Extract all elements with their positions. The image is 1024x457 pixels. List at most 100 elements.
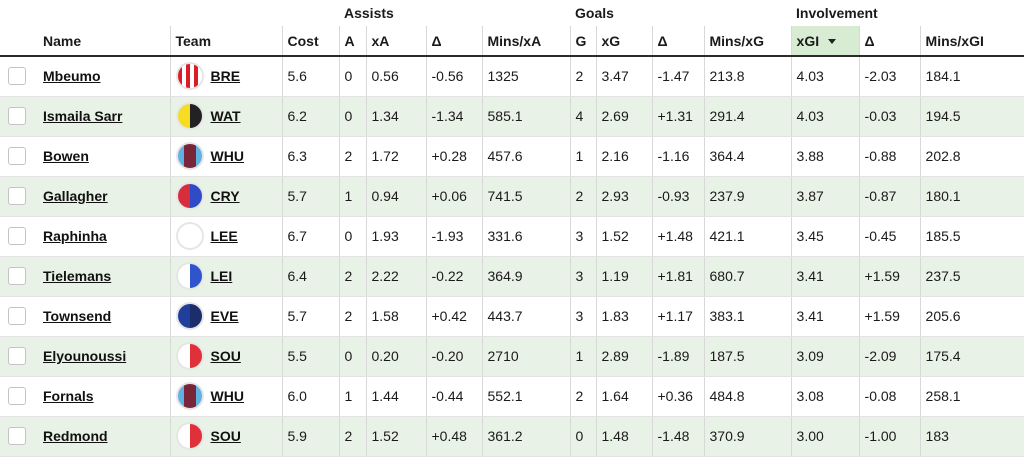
assists-cell: 0 bbox=[338, 96, 366, 137]
mins-per-xgi-cell: 205.6 bbox=[919, 296, 1024, 337]
row-select-checkbox[interactable] bbox=[8, 307, 26, 326]
column-header-xa[interactable]: xA bbox=[365, 26, 426, 57]
xg-cell: 2.69 bbox=[595, 96, 652, 137]
xa-cell: 1.58 bbox=[365, 296, 426, 337]
column-header-mins-per-xgi[interactable]: Mins/xGI bbox=[919, 26, 1024, 57]
team-link[interactable]: SOU bbox=[210, 348, 241, 364]
player-name-link[interactable]: Fornals bbox=[43, 388, 94, 404]
player-name-link[interactable]: Tielemans bbox=[43, 268, 112, 284]
xa-cell: 1.72 bbox=[365, 136, 426, 177]
name-cell: Mbeumo bbox=[38, 56, 170, 97]
column-header-cost[interactable]: Cost bbox=[281, 26, 339, 57]
delta-assists-cell: +0.06 bbox=[425, 176, 482, 217]
delta-goals-cell: +1.48 bbox=[651, 216, 704, 257]
column-header-delta-goals[interactable]: Δ bbox=[651, 26, 704, 57]
xg-cell: 2.16 bbox=[595, 136, 652, 177]
player-name-link[interactable]: Raphinha bbox=[43, 228, 107, 244]
player-name-link[interactable]: Bowen bbox=[43, 148, 89, 164]
row-select-checkbox[interactable] bbox=[8, 387, 26, 406]
delta-assists-cell: -0.56 bbox=[425, 56, 482, 97]
team-link[interactable]: WHU bbox=[210, 148, 244, 164]
delta-goals-cell: +1.81 bbox=[651, 256, 704, 297]
xa-cell: 2.22 bbox=[365, 256, 426, 297]
cost-cell: 6.0 bbox=[281, 376, 339, 417]
team-link[interactable]: CRY bbox=[210, 188, 240, 204]
row-select-checkbox[interactable] bbox=[8, 67, 26, 86]
column-header-xg[interactable]: xG bbox=[595, 26, 652, 57]
delta-goals-cell: -1.47 bbox=[651, 56, 704, 97]
column-header-xgi-label: xGI bbox=[796, 32, 820, 49]
cost-cell: 6.7 bbox=[281, 216, 339, 257]
xg-cell: 3.47 bbox=[595, 56, 652, 97]
xa-cell: 1.34 bbox=[365, 96, 426, 137]
mins-per-xgi-cell: 183 bbox=[919, 416, 1024, 457]
player-name-link[interactable]: Townsend bbox=[43, 308, 112, 324]
mins-per-xg-cell: 421.1 bbox=[703, 216, 792, 257]
column-header-select bbox=[0, 26, 38, 57]
select-cell bbox=[0, 216, 38, 257]
xg-cell: 1.64 bbox=[595, 376, 652, 417]
team-link[interactable]: LEE bbox=[210, 228, 238, 244]
mins-per-xg-cell: 291.4 bbox=[703, 96, 792, 137]
row-select-checkbox[interactable] bbox=[8, 227, 26, 246]
row-select-checkbox[interactable] bbox=[8, 107, 26, 126]
team-cell: LEE bbox=[169, 216, 282, 257]
row-select-checkbox[interactable] bbox=[8, 267, 26, 286]
mins-per-xa-cell: 2710 bbox=[481, 336, 570, 377]
group-header-row: Assists Goals Involvement bbox=[0, 0, 1024, 26]
column-header-assists[interactable]: A bbox=[338, 26, 366, 57]
mins-per-xg-cell: 680.7 bbox=[703, 256, 792, 297]
row-select-checkbox[interactable] bbox=[8, 347, 26, 366]
assists-cell: 2 bbox=[338, 296, 366, 337]
team-link[interactable]: WAT bbox=[210, 108, 241, 124]
delta-involvement-cell: -1.00 bbox=[858, 416, 921, 457]
column-header-xgi[interactable]: xGI bbox=[790, 26, 860, 57]
team-link[interactable]: BRE bbox=[210, 68, 241, 85]
table-row: Fornals WHU 6.0 1 1.44 -0.44 552.1 2 1.64 +0.36 48… bbox=[0, 376, 1024, 417]
mins-per-xa-cell: 552.1 bbox=[481, 376, 570, 417]
mins-per-xa-cell: 361.2 bbox=[481, 416, 570, 457]
mins-per-xa-cell: 1325 bbox=[481, 56, 570, 97]
sort-desc-icon[interactable] bbox=[828, 39, 837, 45]
name-cell: Ismaila Sarr bbox=[38, 96, 170, 137]
column-header-delta-involvement[interactable]: Δ bbox=[858, 26, 921, 57]
mins-per-xa-cell: 364.9 bbox=[481, 256, 570, 297]
goals-cell: 1 bbox=[569, 336, 596, 377]
column-header-team[interactable]: Team bbox=[169, 26, 282, 57]
column-header-mins-per-xg[interactable]: Mins/xG bbox=[703, 26, 792, 57]
team-link[interactable]: SOU bbox=[210, 428, 241, 444]
column-header-mins-per-xa[interactable]: Mins/xA bbox=[481, 26, 570, 57]
player-name-link[interactable]: Elyounoussi bbox=[43, 348, 127, 364]
xgi-cell: 4.03 bbox=[790, 56, 860, 97]
xgi-cell: 3.41 bbox=[790, 296, 860, 337]
mins-per-xgi-cell: 258.1 bbox=[919, 376, 1024, 417]
team-link[interactable]: LEI bbox=[210, 268, 233, 284]
mins-per-xgi-cell: 184.1 bbox=[919, 56, 1024, 97]
player-name-link[interactable]: Mbeumo bbox=[43, 68, 101, 85]
team-cell: EVE bbox=[169, 296, 282, 337]
column-header-goals[interactable]: G bbox=[569, 26, 596, 57]
delta-assists-cell: -0.20 bbox=[425, 336, 482, 377]
row-select-checkbox[interactable] bbox=[8, 187, 26, 206]
mins-per-xg-cell: 370.9 bbox=[703, 416, 792, 457]
player-name-link[interactable]: Redmond bbox=[43, 428, 108, 444]
xgi-cell: 3.41 bbox=[790, 256, 860, 297]
mins-per-xgi-cell: 202.8 bbox=[919, 136, 1024, 177]
row-select-checkbox[interactable] bbox=[8, 427, 26, 446]
player-name-link[interactable]: Ismaila Sarr bbox=[43, 108, 123, 124]
row-select-checkbox[interactable] bbox=[8, 147, 26, 166]
name-cell: Bowen bbox=[38, 136, 170, 177]
name-cell: Elyounoussi bbox=[38, 336, 170, 377]
xa-cell: 1.44 bbox=[365, 376, 426, 417]
goals-cell: 2 bbox=[569, 56, 596, 97]
column-header-delta-assists[interactable]: Δ bbox=[425, 26, 482, 57]
goals-cell: 3 bbox=[569, 216, 596, 257]
team-link[interactable]: WHU bbox=[210, 388, 244, 404]
team-cell: LEI bbox=[169, 256, 282, 297]
team-cell: SOU bbox=[169, 416, 282, 457]
delta-goals-cell: -1.89 bbox=[651, 336, 704, 377]
name-cell: Redmond bbox=[38, 416, 170, 457]
player-name-link[interactable]: Gallagher bbox=[43, 188, 108, 204]
column-header-name[interactable]: Name bbox=[38, 26, 170, 57]
team-link[interactable]: EVE bbox=[210, 308, 239, 324]
